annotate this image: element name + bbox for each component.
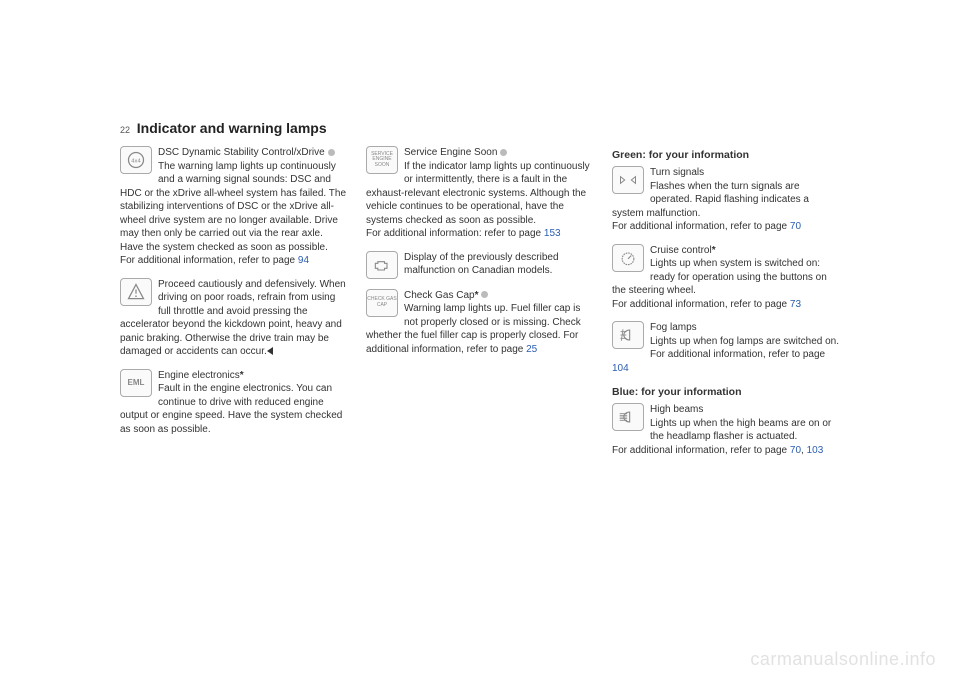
dsc-body3: Have the system checked as soon as possi… bbox=[120, 242, 328, 253]
page-link[interactable]: 153 bbox=[544, 228, 561, 239]
service-body2: For additional information: refer to pag… bbox=[366, 228, 544, 239]
high-body2: For additional information, refer to pag… bbox=[612, 445, 790, 456]
gascap-title: Check Gas Cap bbox=[404, 290, 475, 301]
watermark: carmanualsonline.info bbox=[750, 649, 936, 670]
entry-service-engine: SERVICE ENGINE SOON Service Engine Soon … bbox=[366, 146, 594, 241]
eml-body: Fault in the engine electronics. You can… bbox=[120, 383, 342, 435]
entry-gascap: CHECK GAS CAP Check Gas Cap* Warning lam… bbox=[366, 289, 594, 357]
column-3: Green: for your information Turn signals… bbox=[612, 146, 840, 467]
asterisk-icon: * bbox=[712, 245, 716, 256]
page-header: 22 Indicator and warning lamps bbox=[120, 120, 840, 136]
fog-title: Fog lamps bbox=[650, 322, 697, 333]
end-marker-icon bbox=[267, 347, 273, 355]
column-2: SERVICE ENGINE SOON Service Engine Soon … bbox=[366, 146, 594, 467]
cruise-body1: Lights up when system is switched on: re… bbox=[612, 258, 827, 296]
cruise-body2: For additional information, refer to pag… bbox=[612, 299, 790, 310]
page-content: 22 Indicator and warning lamps 4x4 DSC D… bbox=[120, 120, 840, 467]
page-link[interactable]: 25 bbox=[526, 344, 537, 355]
high-body1: Lights up when the high beams are on or … bbox=[650, 418, 831, 443]
dsc-4x4-icon: 4x4 bbox=[120, 146, 152, 174]
page-link[interactable]: 73 bbox=[790, 299, 801, 310]
engine-outline-icon bbox=[366, 251, 398, 279]
entry-caution: Proceed cautiously and defensively. When… bbox=[120, 278, 348, 359]
service-title: Service Engine Soon bbox=[404, 147, 497, 158]
cruise-title: Cruise control bbox=[650, 245, 712, 256]
page-link[interactable]: 103 bbox=[807, 445, 824, 456]
gray-dot-icon bbox=[328, 149, 335, 156]
high-beams-icon bbox=[612, 403, 644, 431]
turn-signals-icon bbox=[612, 166, 644, 194]
entry-cruise: Cruise control* Lights up when system is… bbox=[612, 244, 840, 312]
page-link[interactable]: 104 bbox=[612, 363, 629, 374]
svg-text:4x4: 4x4 bbox=[131, 159, 141, 165]
warning-triangle-icon bbox=[120, 278, 152, 306]
entry-turn-signals: Turn signals Flashes when the turn signa… bbox=[612, 166, 840, 234]
asterisk-icon: * bbox=[475, 290, 479, 301]
asterisk-icon: * bbox=[240, 370, 244, 381]
high-title: High beams bbox=[650, 404, 703, 415]
turn-body2: For additional information, refer to pag… bbox=[612, 221, 790, 232]
entry-dsc: 4x4 DSC Dynamic Stability Control/xDrive… bbox=[120, 146, 348, 268]
fog-lamps-icon bbox=[612, 321, 644, 349]
gascap-body: Warning lamp lights up. Fuel filler cap … bbox=[366, 303, 581, 355]
blue-section-heading: Blue: for your information bbox=[612, 385, 840, 399]
eml-title: Engine electronics bbox=[158, 370, 240, 381]
page-link[interactable]: 70 bbox=[790, 221, 801, 232]
dsc-body4: For additional information, refer to pag… bbox=[120, 255, 298, 266]
entry-fog: Fog lamps Lights up when fog lamps are s… bbox=[612, 321, 840, 375]
entry-canada: Display of the previously described malf… bbox=[366, 251, 594, 279]
service-engine-icon: SERVICE ENGINE SOON bbox=[366, 146, 398, 174]
fog-body: Lights up when fog lamps are switched on… bbox=[650, 336, 839, 361]
check-gas-cap-icon: CHECK GAS CAP bbox=[366, 289, 398, 317]
turn-title: Turn signals bbox=[650, 167, 704, 178]
dsc-body1: The warning lamp lights up continuously … bbox=[120, 161, 336, 199]
cruise-control-icon bbox=[612, 244, 644, 272]
green-section-heading: Green: for your information bbox=[612, 148, 840, 162]
service-body1: If the indicator lamp lights up continuo… bbox=[366, 161, 590, 226]
eml-icon-text: EML bbox=[128, 379, 145, 387]
entry-eml: EML Engine electronics* Fault in the eng… bbox=[120, 369, 348, 437]
content-columns: 4x4 DSC Dynamic Stability Control/xDrive… bbox=[120, 146, 840, 467]
gray-dot-icon bbox=[481, 291, 488, 298]
canada-body: Display of the previously described malf… bbox=[404, 252, 559, 277]
page-number: 22 bbox=[120, 125, 130, 135]
dsc-title: DSC Dynamic Stability Control/xDrive bbox=[158, 147, 325, 158]
page-link[interactable]: 70 bbox=[790, 445, 801, 456]
eml-icon: EML bbox=[120, 369, 152, 397]
entry-high-beams: High beams Lights up when the high beams… bbox=[612, 403, 840, 457]
page-link[interactable]: 94 bbox=[298, 255, 309, 266]
column-1: 4x4 DSC Dynamic Stability Control/xDrive… bbox=[120, 146, 348, 467]
caution-body: Proceed cautiously and defensively. When… bbox=[120, 279, 346, 358]
gray-dot-icon bbox=[500, 149, 507, 156]
page-title: Indicator and warning lamps bbox=[137, 120, 327, 136]
